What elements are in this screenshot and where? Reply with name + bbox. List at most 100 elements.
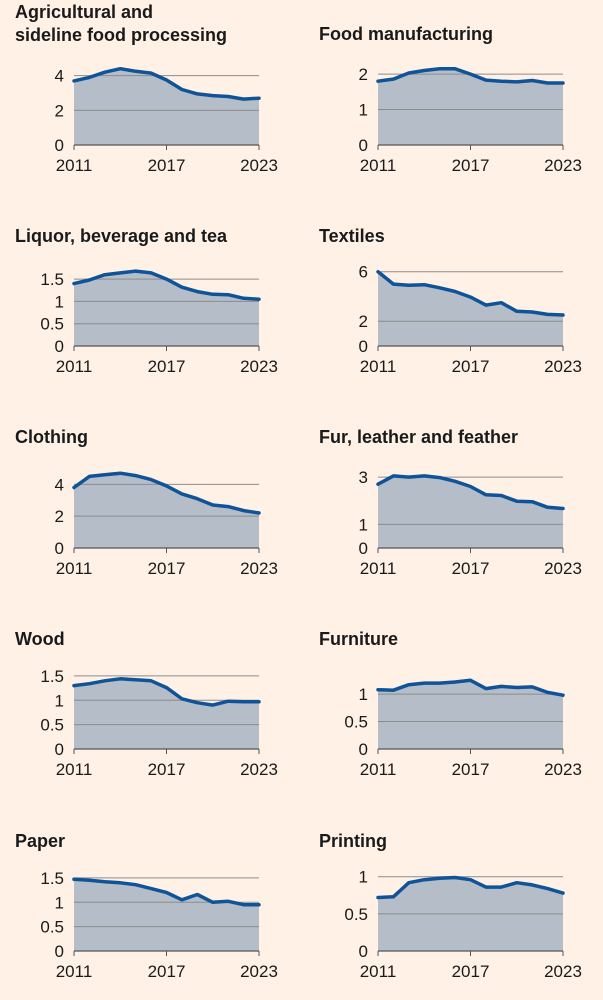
y-tick-label: 0	[359, 740, 368, 759]
x-tick-label: 2023	[544, 156, 582, 175]
y-tick-label: 2	[359, 312, 368, 331]
panel-title: Agricultural and sideline food processing	[15, 2, 227, 45]
x-tick-label: 2017	[452, 760, 490, 779]
panel-1: Agricultural and sideline food processing…	[15, 2, 278, 175]
panel-7: Wood 0 0.5 1 1.5 2011 2017 2023	[15, 629, 278, 779]
area-fill	[378, 475, 563, 548]
x-tick-label: 2023	[240, 156, 278, 175]
panel-4: Textiles 0 2 6 2011 2017 2023	[319, 226, 582, 376]
y-tick-label: 1.5	[40, 667, 64, 686]
x-tick-label: 2011	[56, 357, 93, 376]
area-fill	[74, 473, 259, 548]
y-tick-label: 2	[55, 507, 64, 526]
x-tick-label: 2023	[240, 559, 278, 578]
x-tick-label: 2017	[452, 962, 490, 981]
x-tick-label: 2011	[360, 156, 397, 175]
y-tick-label: 0.5	[40, 716, 64, 735]
y-tick-label: 4	[55, 67, 64, 86]
y-tick-label: 0	[359, 942, 368, 961]
y-tick-label: 0	[359, 539, 368, 558]
panel-9: Paper 0 0.5 1 1.5 2011 2017 2023	[15, 831, 278, 981]
series-line	[376, 875, 565, 900]
x-tick-label: 2011	[360, 962, 397, 981]
y-tick-label: 0	[55, 136, 64, 155]
x-tick-label: 2023	[240, 962, 278, 981]
y-tick-label: 1	[55, 893, 64, 912]
panel-title: Liquor, beverage and tea	[15, 226, 228, 246]
panel-10: Printing 0 0.5 1 2011 2017 2023	[319, 831, 582, 981]
panel-8: Furniture 0 0.5 1 2011 2017 2023	[319, 629, 582, 779]
x-tick-label: 2023	[544, 760, 582, 779]
x-tick-label: 2011	[360, 357, 397, 376]
panel-title: Furniture	[319, 629, 398, 649]
panel-3: Liquor, beverage and tea 0 0.5 1 1.5 2011 2017…	[15, 226, 278, 376]
y-tick-label: 2	[359, 65, 368, 84]
x-tick-label: 2017	[452, 357, 490, 376]
y-tick-label: 0	[55, 337, 64, 356]
x-tick-label: 2017	[148, 559, 186, 578]
x-tick-label: 2011	[56, 760, 93, 779]
area-fill	[74, 879, 259, 951]
x-tick-label: 2011	[56, 156, 93, 175]
x-tick-label: 2023	[544, 559, 582, 578]
y-tick-label: 1	[359, 685, 368, 704]
y-tick-label: 1	[359, 868, 368, 887]
y-tick-label: 1.5	[40, 869, 64, 888]
y-tick-label: 1	[55, 691, 64, 710]
area-fill	[74, 678, 259, 749]
area-fill	[378, 680, 563, 749]
x-tick-label: 2023	[240, 357, 278, 376]
x-tick-label: 2011	[56, 559, 93, 578]
panel-title: Food manufacturing	[319, 24, 493, 44]
panel-2: Food manufacturing 0 1 2 2011 2017 2023	[319, 24, 582, 175]
series-line	[72, 877, 261, 907]
series-line	[376, 474, 565, 511]
y-tick-label: 1	[55, 292, 64, 311]
panel-6: Fur, leather and feather 0 1 3 2011 2017 2023	[319, 427, 582, 578]
x-tick-label: 2017	[148, 156, 186, 175]
x-tick-label: 2023	[544, 357, 582, 376]
series-line	[72, 66, 261, 101]
y-tick-label: 1	[359, 101, 368, 120]
panel-title: Clothing	[15, 427, 88, 447]
x-tick-label: 2011	[360, 760, 397, 779]
y-tick-label: 4	[55, 475, 64, 494]
area-fill	[378, 68, 563, 145]
area-fill	[378, 271, 563, 346]
y-tick-label: 0.5	[40, 918, 64, 937]
x-tick-label: 2011	[360, 559, 397, 578]
series-line	[376, 678, 565, 697]
y-tick-label: 6	[359, 263, 368, 282]
y-tick-label: 0	[359, 337, 368, 356]
panel-title: Fur, leather and feather	[319, 427, 518, 447]
panel-title: Textiles	[319, 226, 385, 246]
area-fill	[74, 68, 259, 145]
x-tick-label: 2017	[452, 559, 490, 578]
series-line	[376, 269, 565, 317]
x-tick-label: 2017	[452, 156, 490, 175]
y-tick-label: 0.5	[344, 905, 368, 924]
y-tick-label: 1.5	[40, 270, 64, 289]
y-tick-label: 2	[55, 101, 64, 120]
panel-title: Paper	[15, 831, 65, 851]
x-tick-label: 2017	[148, 357, 186, 376]
panel-5: Clothing 0 2 4 2011 2017 2023	[15, 427, 278, 578]
y-tick-label: 0.5	[344, 713, 368, 732]
series-line	[376, 67, 565, 85]
series-line	[72, 269, 261, 301]
panel-title: Printing	[319, 831, 387, 851]
series-line	[72, 677, 261, 707]
area-fill	[74, 271, 259, 346]
y-tick-label: 1	[359, 515, 368, 534]
y-tick-label: 0.5	[40, 315, 64, 334]
x-tick-label: 2011	[56, 962, 93, 981]
y-tick-label: 0	[55, 740, 64, 759]
y-tick-label: 0	[55, 942, 64, 961]
x-tick-label: 2023	[240, 760, 278, 779]
y-tick-label: 3	[359, 468, 368, 487]
y-tick-label: 0	[55, 539, 64, 558]
panel-title: Wood	[15, 629, 65, 649]
x-tick-label: 2023	[544, 962, 582, 981]
x-tick-label: 2017	[148, 962, 186, 981]
